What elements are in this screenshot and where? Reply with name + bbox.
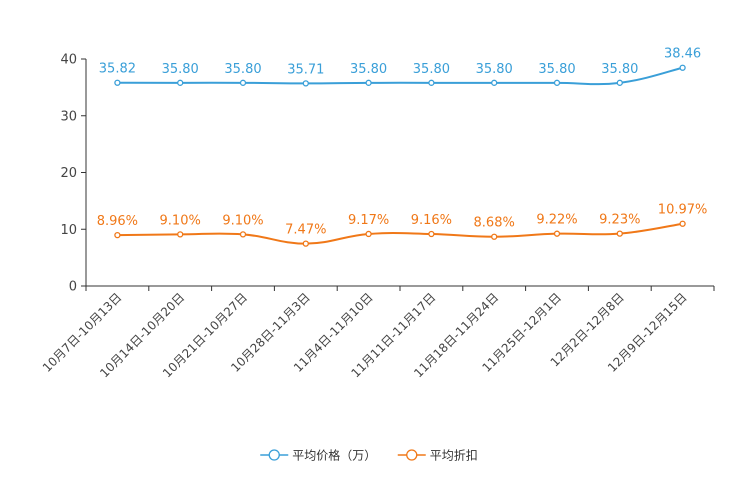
data-point (491, 233, 498, 240)
data-point (553, 230, 561, 237)
data-point (616, 79, 623, 86)
y-tick-label: 20 (60, 166, 77, 181)
data-point (239, 231, 247, 238)
y-tick-label: 10 (60, 223, 77, 238)
data-label: 9.10% (160, 213, 201, 228)
series-line (117, 66, 683, 86)
data-point (177, 79, 184, 86)
data-label: 35.80 (538, 62, 575, 77)
data-label: 9.10% (222, 213, 263, 228)
data-label: 8.68% (474, 216, 515, 231)
data-label: 35.80 (350, 62, 387, 77)
data-label: 35.80 (476, 62, 513, 77)
data-label: 10.97% (658, 203, 708, 218)
data-label: 35.80 (601, 62, 638, 77)
data-point (239, 79, 247, 86)
data-point (491, 79, 498, 86)
data-point (302, 240, 309, 247)
chart-series: 35.82 35.80 35.80 35.71 35.80 35.80 35.80 35.80… (97, 47, 708, 247)
data-label: 9.17% (348, 213, 389, 228)
data-point (302, 80, 309, 87)
data-label: 35.80 (413, 62, 450, 77)
legend-item-1[interactable]: 平均价格（万） (260, 448, 376, 463)
series-2: 8.96% 9.10% 9.10% 7.47% 9.17% 9.16% 8.68% 9.22%… (97, 203, 708, 247)
legend-swatch-marker (268, 449, 280, 461)
y-tick-label: 40 (60, 53, 77, 68)
data-point (177, 231, 184, 238)
legend-item-2[interactable]: 平均折扣 (397, 448, 478, 463)
data-point (428, 230, 435, 238)
y-tick-label: 30 (60, 109, 77, 124)
data-point (616, 230, 623, 237)
data-label: 9.16% (411, 213, 452, 228)
data-point (114, 79, 121, 86)
data-label: 35.80 (162, 62, 199, 77)
data-point (114, 232, 121, 239)
data-point (365, 79, 372, 86)
data-point (679, 220, 686, 227)
data-point (553, 79, 561, 86)
data-label: 8.96% (97, 214, 138, 229)
legend-swatch-marker (406, 449, 418, 461)
legend-label: 平均折扣 (430, 448, 478, 463)
data-label: 38.46 (664, 47, 701, 62)
data-label: 35.82 (99, 62, 136, 77)
data-label: 9.22% (536, 213, 577, 228)
data-point (679, 64, 686, 71)
data-label: 9.23% (599, 213, 640, 228)
data-label: 35.71 (287, 62, 324, 77)
data-label: 7.47% (285, 223, 326, 238)
series-1: 35.82 35.80 35.80 35.71 35.80 35.80 35.80 35.80… (99, 47, 701, 87)
y-tick-label: 0 (69, 280, 77, 295)
chart-legend[interactable]: 平均价格（万） 平均折扣 (260, 448, 478, 463)
data-label: 35.80 (224, 62, 261, 77)
series-line (117, 222, 683, 245)
data-point (428, 79, 435, 86)
data-point (365, 230, 372, 238)
legend-label: 平均价格（万） (292, 448, 376, 463)
